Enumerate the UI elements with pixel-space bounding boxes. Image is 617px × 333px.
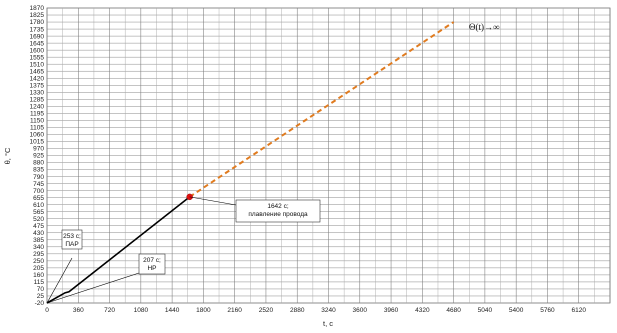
x-tick-label: 3600 — [353, 307, 368, 314]
y-tick-label: 1825 — [30, 12, 45, 19]
y-tick-label: 1510 — [30, 61, 45, 68]
x-tick-label: 5400 — [509, 307, 524, 314]
x-tick-label: 4320 — [415, 307, 430, 314]
y-tick-label: 340 — [33, 244, 44, 251]
y-tick-label: 880 — [33, 160, 44, 167]
leader-par — [46, 257, 73, 304]
y-tick-label: 520 — [33, 216, 44, 223]
x-tick-label: 5040 — [478, 307, 493, 314]
x-tick-label: 1080 — [134, 307, 149, 314]
y-tick-label: 1780 — [30, 19, 45, 26]
y-tick-label: -20 — [35, 300, 45, 307]
y-tick-label: 1330 — [30, 89, 45, 96]
x-tick-labels: 0 360 720 1080 1440 1800 2160 2520 2880 3240 3600 3… — [45, 307, 586, 314]
series-line-1 — [46, 196, 191, 304]
y-tick-label: 655 — [33, 195, 44, 202]
y-tick-label: 925 — [33, 153, 44, 160]
annotation-text-melt: плавление провода — [248, 211, 308, 218]
x-tick-label: 1800 — [196, 307, 211, 314]
x-tick-label: 3960 — [384, 307, 399, 314]
annotation-text-hr: 207 с; — [143, 257, 161, 264]
y-tick-label: 250 — [33, 258, 44, 265]
annotation-box-par — [61, 229, 83, 250]
x-tick-label: 6120 — [571, 307, 586, 314]
y-tick-label: 1240 — [30, 104, 45, 111]
x-tick-label: 360 — [73, 307, 84, 314]
y-tick-label: 70 — [37, 286, 45, 293]
x-tick-label: 0 — [45, 307, 49, 314]
y-tick-label: 1735 — [30, 26, 45, 33]
y-tick-label: 1105 — [30, 125, 44, 132]
y-tick-label: 1870 — [30, 5, 45, 12]
y-tick-label: 1285 — [30, 97, 45, 104]
y-tick-label: 1465 — [30, 68, 45, 75]
x-tick-label: 3240 — [321, 307, 336, 314]
annotation-text-melt: 1642 с; — [267, 203, 289, 210]
annotation-text-par: 253 с; — [63, 233, 81, 240]
x-tick-label: 2520 — [259, 307, 274, 314]
y-tick-label: 1195 — [30, 111, 44, 118]
y-tick-label: 115 — [34, 279, 45, 286]
y-tick-label: 475 — [33, 223, 44, 230]
series-line-2 — [189, 21, 455, 198]
y-tick-label: 700 — [33, 188, 44, 195]
y-tick-label: 1420 — [30, 75, 45, 82]
x-tick-label: 720 — [104, 307, 115, 314]
x-tick-label: 1440 — [165, 307, 180, 314]
y-tick-label: 1600 — [30, 47, 45, 54]
y-axis-label: θ, °C — [3, 147, 12, 164]
y-tick-labels: -202570115160205250295340385430475520565… — [30, 5, 45, 307]
y-tick-label: 1150 — [30, 118, 44, 125]
leader-melt — [189, 196, 237, 206]
y-tick-label: 835 — [33, 167, 44, 174]
grid — [46, 7, 611, 304]
y-tick-label: 565 — [33, 209, 44, 216]
y-tick-label: 295 — [33, 251, 44, 258]
x-tick-label: 2160 — [227, 307, 242, 314]
y-tick-label: 1645 — [30, 40, 45, 47]
asymptote-label: Θ(t)→∞ — [469, 22, 499, 32]
annotation-box-melt — [235, 199, 321, 223]
x-tick-label: 2880 — [290, 307, 305, 314]
y-tick-label: 205 — [33, 265, 44, 272]
y-tick-label: 1690 — [30, 33, 45, 40]
y-tick-label: 25 — [37, 293, 45, 300]
x-tick-label: 4680 — [446, 307, 461, 314]
y-tick-label: 385 — [33, 237, 44, 244]
y-tick-label: 970 — [33, 146, 44, 153]
annotation-box-hr — [138, 253, 166, 275]
y-tick-label: 430 — [33, 230, 44, 237]
leader-hr — [46, 271, 143, 304]
annotation-text-par: ПАР — [65, 241, 78, 248]
annotations: 1642 с;плавление провода 253 с;ПАР 207 с;Н… — [46, 22, 499, 304]
annotation-text-hr: НР — [147, 265, 156, 272]
y-tick-label: 1060 — [30, 132, 45, 139]
y-tick-label: 790 — [33, 174, 44, 181]
y-tick-label: 610 — [33, 202, 44, 209]
x-axis-label: t, c — [323, 319, 333, 328]
x-tick-label: 5760 — [540, 307, 555, 314]
y-tick-label: 1375 — [30, 82, 45, 89]
y-tick-label: 160 — [33, 272, 44, 279]
y-tick-label: 1555 — [30, 54, 45, 61]
y-tick-label: 745 — [33, 181, 44, 188]
y-tick-label: 1015 — [30, 139, 45, 146]
